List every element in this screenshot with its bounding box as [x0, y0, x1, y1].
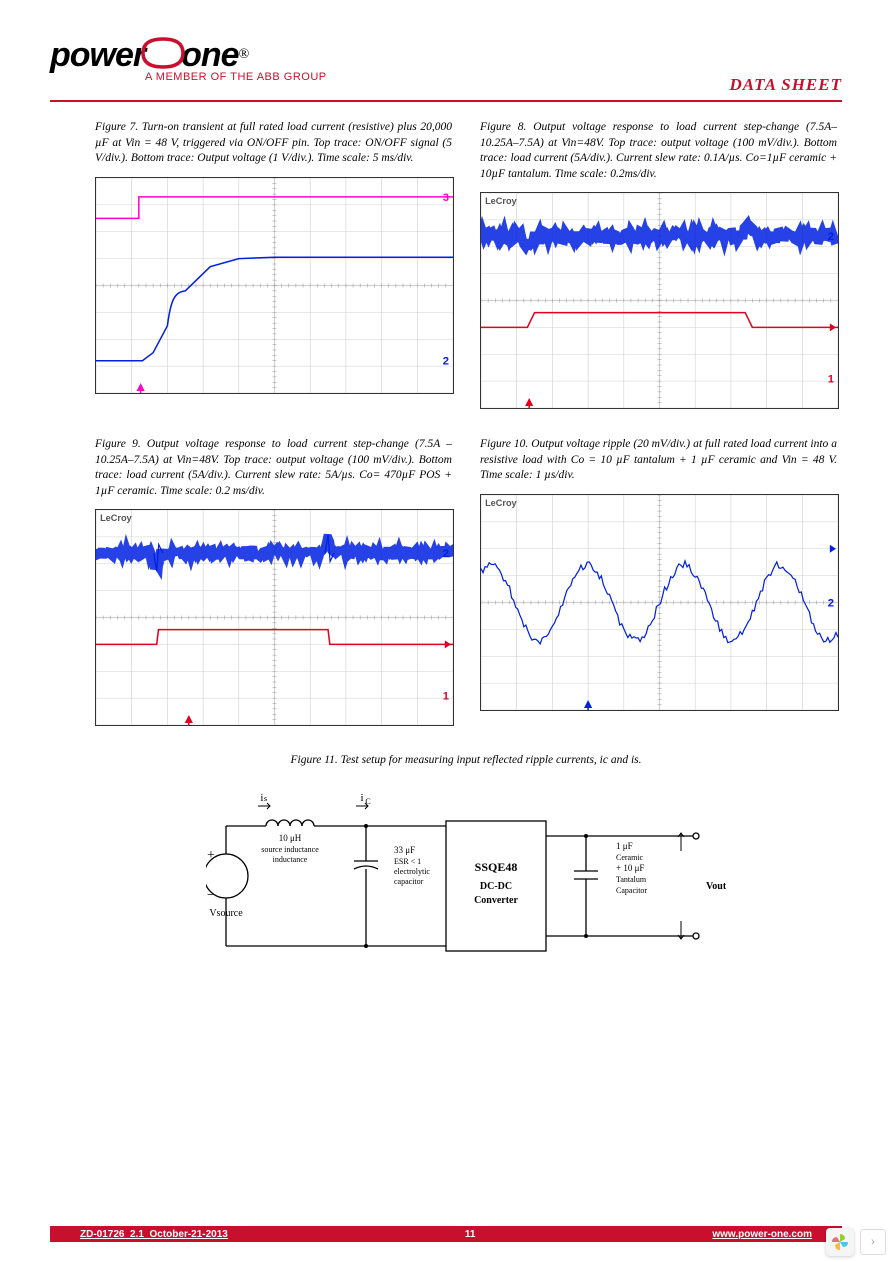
svg-text:SSQE48: SSQE48: [475, 860, 518, 874]
logo-text-2: one: [181, 36, 238, 75]
svg-text:source inductance: source inductance: [261, 845, 319, 854]
logo: power one ®: [50, 35, 842, 75]
datasheet-page: power one ® A MEMBER OF THE ABB GROUP DA…: [0, 0, 892, 1262]
footer-bar: ZD-01726_2.1_October-21-2013 11 www.powe…: [50, 1226, 842, 1242]
figures-row-2: Figure 9. Output voltage response to loa…: [95, 437, 837, 726]
logo-registered-icon: ®: [239, 47, 250, 63]
scroll-widget: ›: [826, 1228, 886, 1256]
svg-text:ESR < 1: ESR < 1: [394, 857, 421, 866]
svg-text:1 μF: 1 μF: [616, 841, 633, 851]
svg-text:Tantalum: Tantalum: [616, 875, 647, 884]
scroll-next-button[interactable]: ›: [860, 1229, 886, 1255]
logo-text-1: power: [50, 36, 145, 75]
figure-7-caption: Figure 7. Turn-on transient at full rate…: [95, 120, 452, 167]
svg-text:2: 2: [828, 231, 834, 243]
svg-text:LeCroy: LeCroy: [485, 196, 517, 206]
page-header: power one ® A MEMBER OF THE ABB GROUP DA…: [50, 35, 842, 105]
figure-11-caption: Figure 11. Test setup for measuring inpu…: [95, 754, 837, 766]
figure-8: Figure 8. Output voltage response to loa…: [480, 120, 837, 409]
svg-text:Vsource: Vsource: [209, 908, 243, 919]
footer-page-number: 11: [465, 1229, 476, 1240]
svg-text:2: 2: [443, 355, 449, 367]
figure-10: Figure 10. Output voltage ripple (20 mV/…: [480, 437, 837, 726]
svg-text:Capacitor: Capacitor: [616, 886, 647, 895]
svg-text:inductance: inductance: [273, 855, 308, 864]
pinwheel-icon: [826, 1228, 854, 1256]
figure-10-scope: LeCroy 2: [480, 494, 839, 711]
svg-text:C: C: [365, 797, 370, 806]
svg-text:iₛ: iₛ: [260, 792, 267, 804]
figure-7: Figure 7. Turn-on transient at full rate…: [95, 120, 452, 409]
figure-7-scope: 32: [95, 177, 454, 394]
svg-text:capacitor: capacitor: [394, 877, 424, 886]
svg-text:DC-DC: DC-DC: [480, 881, 512, 892]
svg-text:LeCroy: LeCroy: [485, 498, 517, 508]
figure-11-circuit: iₛ iC + − Vsource 10 μH source inductanceinduc…: [206, 781, 726, 971]
svg-text:Converter: Converter: [474, 895, 518, 906]
logo-ring-icon: [139, 33, 187, 73]
figure-8-scope: LeCroy 2 1: [480, 192, 839, 409]
svg-text:i: i: [360, 792, 363, 804]
figures-row-1: Figure 7. Turn-on transient at full rate…: [95, 120, 837, 409]
svg-text:1: 1: [443, 691, 449, 703]
svg-text:LeCroy: LeCroy: [100, 513, 132, 523]
figure-9: Figure 9. Output voltage response to loa…: [95, 437, 452, 726]
figure-9-scope: LeCroy 2 1: [95, 509, 454, 726]
page-footer: ZD-01726_2.1_October-21-2013 11 www.powe…: [50, 1226, 842, 1242]
svg-text:3: 3: [443, 191, 449, 203]
svg-text:electrolytic: electrolytic: [394, 867, 430, 876]
svg-text:+ 10 μF: + 10 μF: [616, 863, 644, 873]
svg-text:33 μF: 33 μF: [394, 845, 415, 855]
svg-text:2: 2: [443, 548, 449, 560]
header-rule: [50, 100, 842, 102]
figure-9-caption: Figure 9. Output voltage response to loa…: [95, 437, 452, 499]
content-area: Figure 7. Turn-on transient at full rate…: [95, 120, 837, 971]
svg-text:Ceramic: Ceramic: [616, 853, 644, 862]
svg-text:Vout: Vout: [706, 881, 726, 892]
figure-10-caption: Figure 10. Output voltage ripple (20 mV/…: [480, 437, 837, 484]
svg-text:1: 1: [828, 374, 834, 386]
svg-text:2: 2: [828, 597, 834, 609]
svg-text:+: +: [207, 848, 215, 863]
figure-11: Figure 11. Test setup for measuring inpu…: [95, 754, 837, 971]
svg-text:−: −: [207, 888, 215, 903]
footer-doc-id: ZD-01726_2.1_October-21-2013: [80, 1229, 228, 1240]
footer-url: www.power-one.com: [712, 1229, 812, 1240]
svg-text:10 μH: 10 μH: [279, 833, 302, 843]
figure-8-caption: Figure 8. Output voltage response to loa…: [480, 120, 837, 182]
datasheet-label: DATA SHEET: [729, 75, 842, 95]
